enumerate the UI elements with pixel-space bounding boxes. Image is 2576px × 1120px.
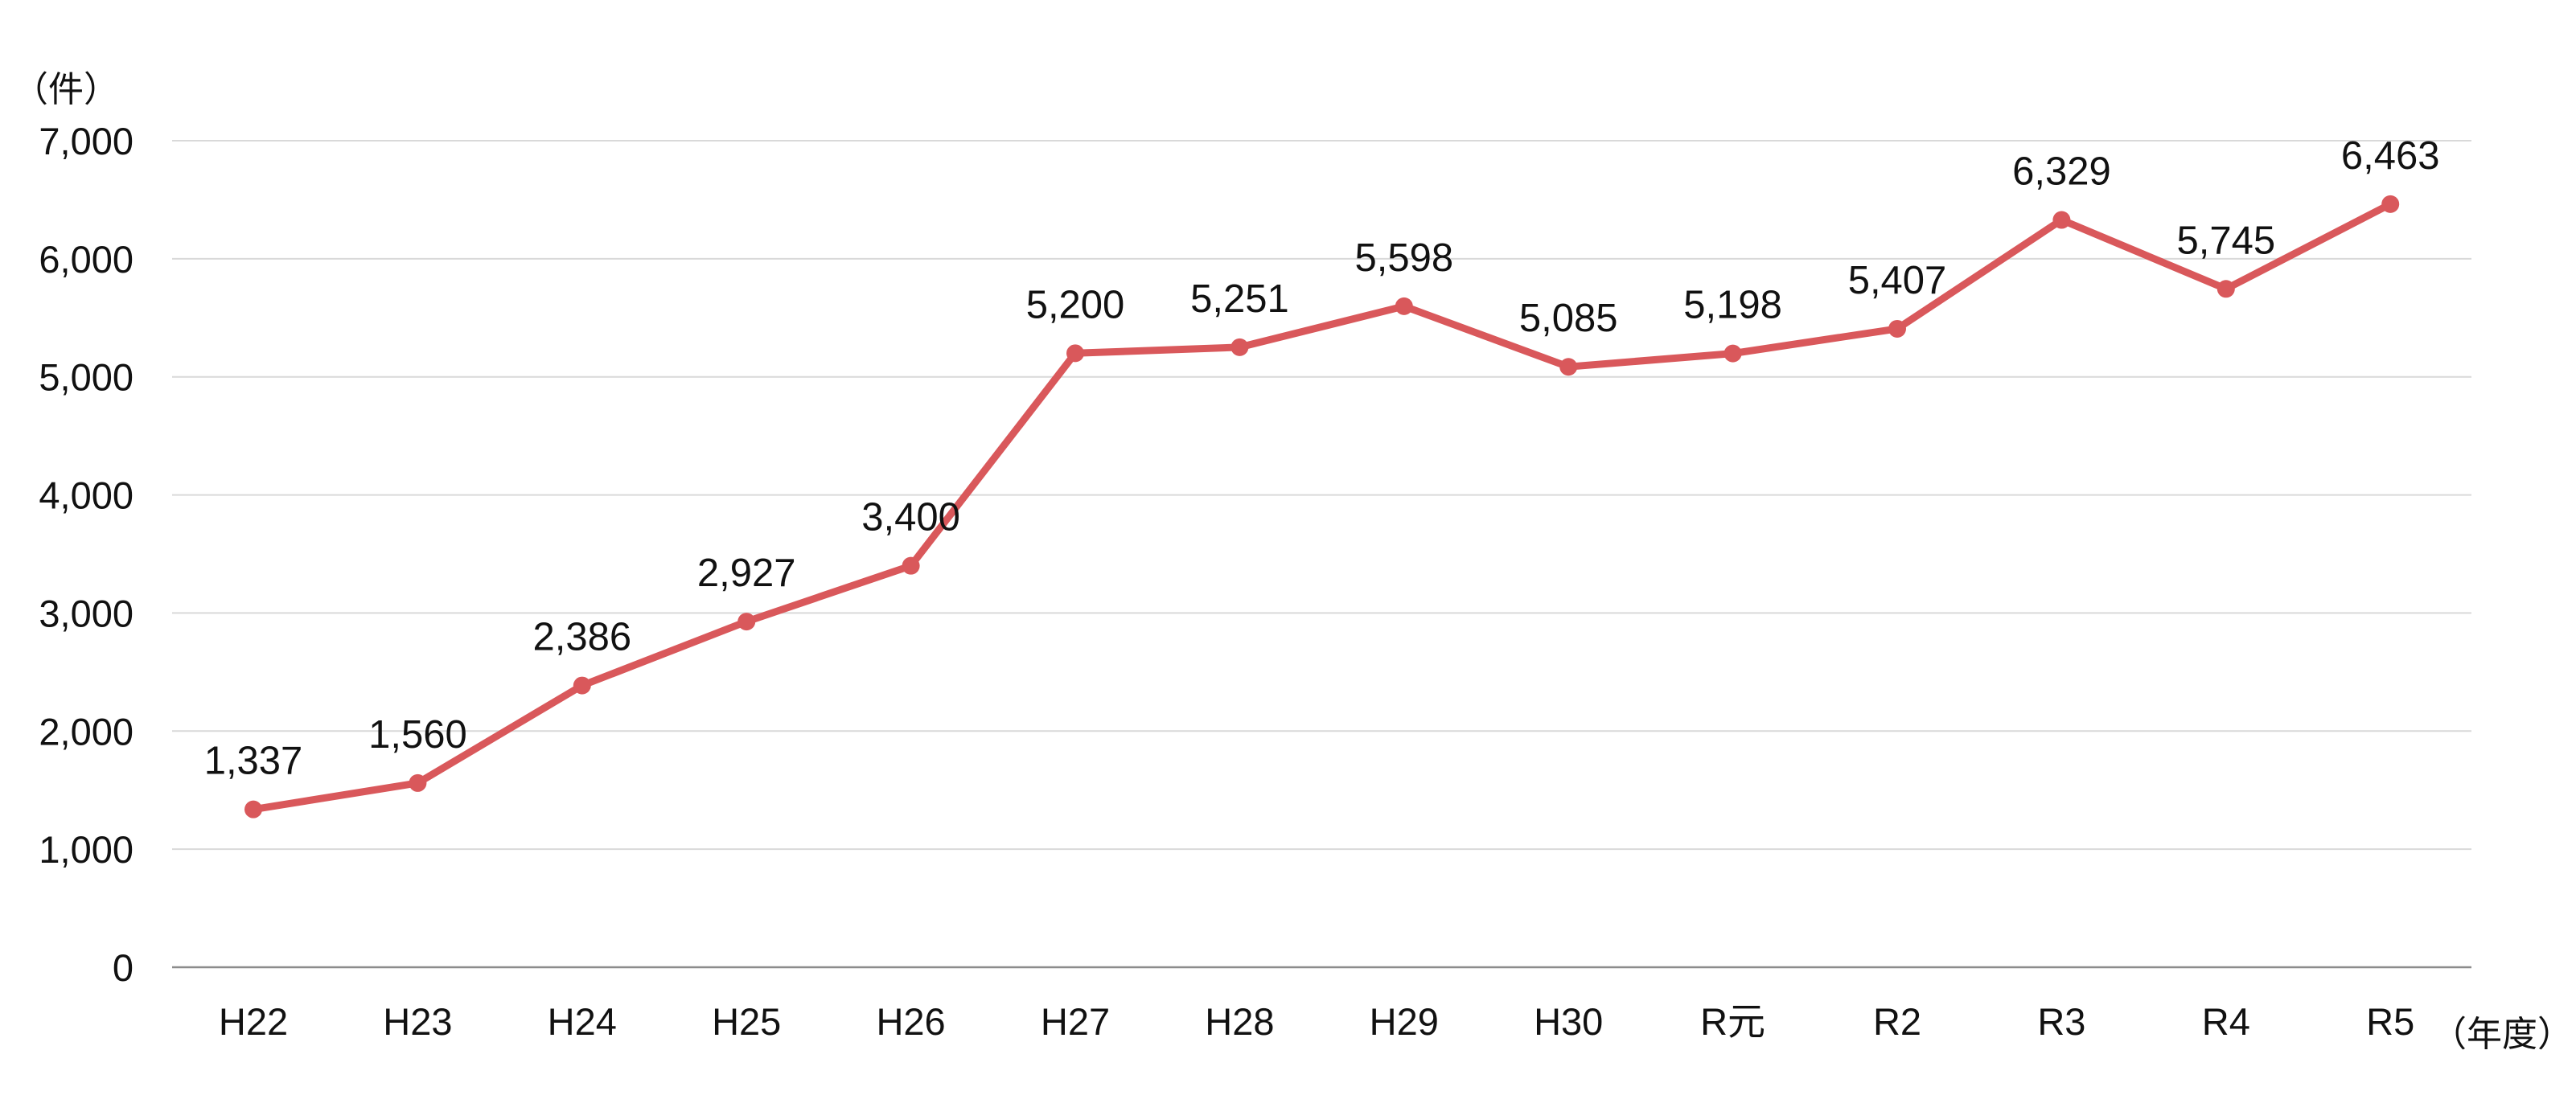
- data-label: 5,200: [1026, 283, 1125, 326]
- data-label: 6,463: [2341, 134, 2440, 178]
- data-label: 2,927: [697, 552, 796, 595]
- series-line: [249, 200, 2394, 814]
- data-point: [1230, 338, 1249, 356]
- data-point: [573, 676, 591, 695]
- data-point: [1888, 319, 1906, 338]
- data-labels: 1,337 1,560 2,386 2,927 3,400 5,200 5,251 5,598…: [204, 134, 2440, 783]
- x-tick-label: R3: [2037, 1000, 2085, 1043]
- x-tick-label: H26: [876, 1000, 945, 1043]
- data-point: [1723, 344, 1742, 363]
- data-label: 5,598: [1354, 236, 1453, 280]
- x-axis-tick-labels: H22 H23 H24 H25 H26 H27 H28 H29 H30 R元 R2 R3 R4 R5: [219, 1000, 2414, 1043]
- data-point: [409, 773, 427, 792]
- data-label: 5,407: [1848, 259, 1947, 302]
- data-label: 5,745: [2176, 219, 2275, 262]
- data-label: 5,198: [1683, 284, 1782, 327]
- y-tick-label: 4,000: [39, 474, 134, 517]
- x-tick-label: R2: [1873, 1000, 1921, 1043]
- data-point: [2381, 195, 2400, 213]
- x-tick-label: H28: [1205, 1000, 1274, 1043]
- data-label: 1,560: [368, 713, 467, 757]
- data-label: 5,251: [1190, 277, 1289, 321]
- x-tick-label: H27: [1041, 1000, 1110, 1043]
- data-label: 1,337: [204, 740, 303, 783]
- x-tick-label: H23: [383, 1000, 452, 1043]
- data-point: [1559, 358, 1578, 376]
- x-tick-label: R4: [2202, 1000, 2250, 1043]
- x-tick-label: H29: [1370, 1000, 1439, 1043]
- x-tick-label: H22: [219, 1000, 288, 1043]
- series-markers: [244, 195, 2400, 818]
- series-line-path: [249, 200, 2394, 814]
- data-label: 5,085: [1519, 297, 1618, 340]
- y-axis-tick-labels: 0 1,000 2,000 3,000 4,000 5,000 6,000 7,000: [39, 120, 134, 989]
- x-tick-label: H30: [1534, 1000, 1603, 1043]
- gridlines: [172, 140, 2471, 851]
- y-tick-label: 1,000: [39, 828, 134, 871]
- data-point: [2217, 280, 2235, 298]
- y-tick-label: 2,000: [39, 710, 134, 753]
- x-tick-label: R元: [1700, 1000, 1765, 1043]
- data-point: [2052, 211, 2071, 229]
- data-point: [1395, 297, 1413, 315]
- data-point: [737, 613, 756, 631]
- y-tick-label: 3,000: [39, 592, 134, 634]
- y-tick-label: 5,000: [39, 356, 134, 399]
- x-tick-label: R5: [2366, 1000, 2414, 1043]
- x-tick-label: H25: [712, 1000, 781, 1043]
- y-axis-unit-label: （件）: [13, 69, 119, 110]
- y-tick-label: 0: [113, 946, 134, 989]
- x-tick-label: H24: [548, 1000, 617, 1043]
- y-tick-label: 6,000: [39, 238, 134, 281]
- y-tick-label: 7,000: [39, 120, 134, 162]
- data-point: [1066, 344, 1084, 363]
- data-point: [902, 556, 920, 575]
- data-label: 6,329: [2012, 150, 2111, 194]
- data-label: 3,400: [861, 496, 960, 539]
- data-point: [244, 800, 262, 818]
- data-label: 2,386: [532, 616, 631, 659]
- x-axis-unit-label: （年度）: [2431, 1014, 2573, 1055]
